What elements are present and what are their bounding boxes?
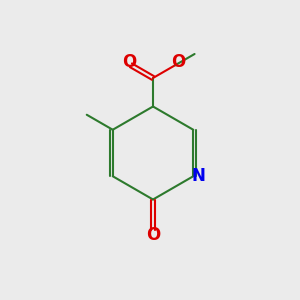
Text: O: O	[122, 53, 136, 71]
Text: N: N	[192, 167, 206, 185]
Text: O: O	[146, 226, 160, 244]
Text: O: O	[172, 53, 186, 71]
